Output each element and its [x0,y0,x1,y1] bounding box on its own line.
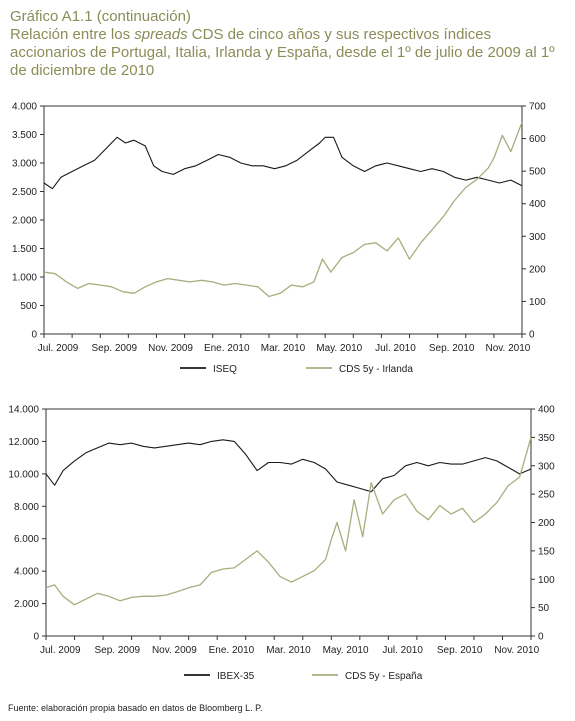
legend-label: ISEQ [213,364,237,375]
right-axis-tick-label: 150 [538,546,555,557]
x-axis-tick-label: Nov. 2010 [486,343,531,354]
x-axis-tick-label: Jul. 2010 [382,645,423,656]
x-axis-tick-label: Mar. 2010 [266,645,311,656]
x-axis-tick-label: Sep. 2009 [91,343,137,354]
x-axis-tick-label: May. 2010 [323,645,369,656]
right-axis-tick-label: 600 [529,134,546,145]
left-axis-tick-label: 6.000 [14,534,39,545]
x-axis-tick-label: Sep. 2010 [437,645,483,656]
legend-label: CDS 5y - Irlanda [339,364,413,375]
right-axis-tick-label: 350 [538,433,555,444]
series-line-index [43,136,523,190]
x-axis-tick-label: Ene. 2010 [204,343,250,354]
series-line-cds [43,122,523,298]
left-axis-tick-label: 4.000 [12,102,37,113]
left-axis-tick-label: 4.000 [14,567,39,578]
right-axis-tick-label: 400 [529,199,546,210]
x-axis-tick-label: Mar. 2010 [261,343,306,354]
left-axis-tick-label: 500 [20,301,37,312]
plot-frame [43,105,523,335]
right-axis-tick-label: 50 [538,603,550,614]
chart-iseq-irlanda-svg: 0 500 1.000 1.500 2.000 2.500 3.000 3.500 4.000 0… [12,102,546,376]
left-axis-tick-label: 1.500 [12,244,37,255]
left-axis-tick-label: 2.000 [12,216,37,227]
left-axis-tick-label: 0 [33,632,39,643]
right-axis-tick-label: 0 [529,330,535,341]
chart-ibex-espana: 0 2.000 4.000 6.000 8.000 10.000 12.000 14.000 0… [0,400,575,700]
right-axis-tick-label: 300 [538,461,555,472]
left-axis-tick-label: 10.000 [8,469,39,480]
chart-header: Gráfico A1.1 (continuación) Relación ent… [10,8,565,80]
x-axis-tick-label: Sep. 2009 [95,645,141,656]
x-axis-tick-label: Nov. 2009 [148,343,193,354]
left-axis-tick-label: 2.500 [12,187,37,198]
left-axis-tick-label: 2.000 [14,599,39,610]
right-axis-tick-label: 500 [529,167,546,178]
x-axis-tick-label: Nov. 2009 [152,645,197,656]
right-axis-tick-label: 0 [538,632,544,643]
chart-ibex-espana-svg: 0 2.000 4.000 6.000 8.000 10.000 12.000 14.000 0… [8,405,555,683]
right-axis-tick-label: 300 [529,232,546,243]
x-axis-tick-label: May. 2010 [316,343,362,354]
left-axis-tick-label: 1.000 [12,273,37,284]
right-axis-tick-label: 400 [538,405,555,416]
x-axis-tick-label: Ene. 2010 [209,645,255,656]
left-axis-tick-label: 14.000 [8,405,39,416]
legend-label: IBEX-35 [217,671,255,682]
right-axis-tick-label: 200 [538,518,555,529]
series-line-index [45,439,532,493]
left-axis-tick-label: 12.000 [8,437,39,448]
right-axis-tick-label: 700 [529,102,546,113]
chart-iseq-irlanda: 0 500 1.000 1.500 2.000 2.500 3.000 3.500 4.000 0… [0,100,575,390]
left-axis-tick-label: 0 [31,330,37,341]
right-axis-tick-label: 200 [529,264,546,275]
right-axis-tick-label: 100 [538,575,555,586]
x-axis-tick-label: Sep. 2010 [429,343,475,354]
x-axis-tick-label: Jul. 2010 [375,343,416,354]
series-line-cds [45,437,532,606]
right-axis-tick-label: 100 [529,297,546,308]
source-note: Fuente: elaboración propia basado en dat… [8,703,263,713]
left-axis-tick-label: 3.500 [12,130,37,141]
x-axis-tick-label: Jul. 2009 [40,645,81,656]
right-axis-tick-label: 250 [538,490,555,501]
x-axis-tick-label: Nov. 2010 [494,645,539,656]
x-axis-tick-label: Jul. 2009 [38,343,79,354]
left-axis-tick-label: 3.000 [12,159,37,170]
plot-frame [45,408,532,637]
legend-label: CDS 5y - España [345,671,423,682]
left-axis-tick-label: 8.000 [14,502,39,513]
chart-subtitle: Gráfico A1.1 (continuación) [10,8,191,25]
chart-title: Relación entre los spreads CDS de cinco … [10,26,555,79]
